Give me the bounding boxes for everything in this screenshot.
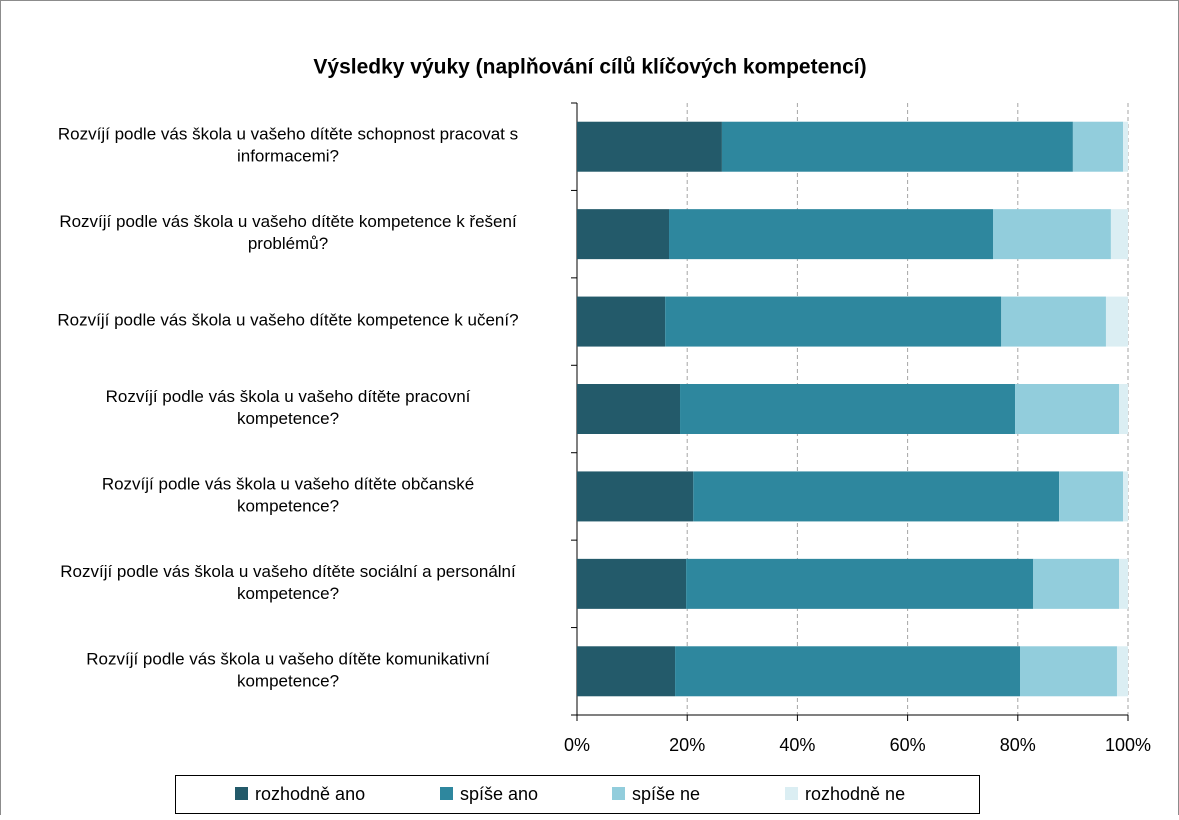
y-tick-label: Rozvíjí podle vás škola u vašeho dítěte … bbox=[60, 562, 516, 603]
bar-segment bbox=[993, 209, 1111, 260]
bar-segment bbox=[675, 646, 1021, 697]
legend-swatch bbox=[785, 787, 798, 800]
legend-swatch bbox=[440, 787, 453, 800]
y-tick-label: Rozvíjí podle vás škola u vašeho dítěte … bbox=[58, 125, 518, 166]
bar-segment bbox=[1020, 646, 1117, 697]
x-tick-label: 20% bbox=[669, 735, 705, 755]
chart-title: Výsledky výuky (naplňování cílů klíčovýc… bbox=[313, 56, 866, 79]
x-tick-label: 0% bbox=[564, 735, 590, 755]
bar-segment bbox=[1072, 121, 1124, 172]
bar-segment bbox=[1123, 471, 1128, 522]
x-tick-label: 40% bbox=[779, 735, 815, 755]
y-tick-label: Rozvíjí podle vás škola u vašeho dítěte … bbox=[102, 475, 474, 516]
y-tick-label: Rozvíjí podle vás škola u vašeho dítěte … bbox=[59, 213, 517, 254]
bar-segment bbox=[1123, 121, 1128, 172]
y-tick-label: Rozvíjí podle vás škola u vašeho dítěte … bbox=[57, 311, 518, 330]
legend-label: rozhodně ne bbox=[805, 784, 905, 804]
bar-segment bbox=[577, 646, 676, 697]
legend-label: spíše ano bbox=[460, 784, 538, 804]
y-tick-label: Rozvíjí podle vás škola u vašeho dítěte … bbox=[106, 387, 471, 428]
bar-segment bbox=[577, 121, 722, 172]
bar-segment bbox=[1001, 296, 1106, 347]
x-tick-label: 80% bbox=[1000, 735, 1036, 755]
bar-segment bbox=[1033, 558, 1120, 609]
legend-swatch bbox=[235, 787, 248, 800]
bar-segment bbox=[1110, 209, 1128, 260]
bar-segment bbox=[577, 296, 666, 347]
bar-segment bbox=[1119, 384, 1128, 434]
bar-segment bbox=[1059, 471, 1124, 522]
y-tick-label: Rozvíjí podle vás škola u vašeho dítěte … bbox=[86, 650, 490, 691]
bar-segment bbox=[1119, 558, 1128, 609]
bar-segment bbox=[1015, 384, 1120, 434]
legend-box bbox=[175, 775, 980, 814]
bar-segment bbox=[577, 209, 670, 260]
bar-segment bbox=[577, 558, 687, 609]
bar-segment bbox=[1105, 296, 1128, 347]
x-tick-label: 100% bbox=[1105, 735, 1151, 755]
bar-segment bbox=[1116, 646, 1128, 697]
legend-swatch bbox=[612, 787, 625, 800]
legend-label: spíše ne bbox=[632, 784, 700, 804]
bar-segment bbox=[686, 558, 1034, 609]
bar-segment bbox=[680, 384, 1016, 434]
bar-segment bbox=[577, 384, 681, 434]
x-tick-label: 60% bbox=[890, 735, 926, 755]
bar-segment bbox=[693, 471, 1060, 522]
legend-label: rozhodně ano bbox=[255, 784, 365, 804]
bar-segment bbox=[669, 209, 994, 260]
bar-segment bbox=[577, 471, 694, 522]
bar-segment bbox=[721, 121, 1073, 172]
bar-segment bbox=[665, 296, 1002, 347]
